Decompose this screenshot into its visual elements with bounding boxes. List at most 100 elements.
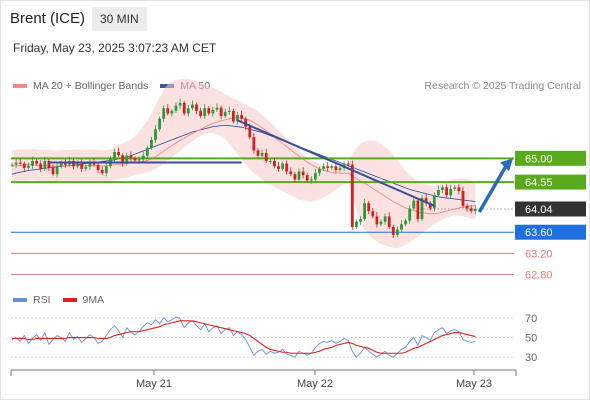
- candle-body: [473, 209, 477, 212]
- candle-body: [297, 171, 301, 180]
- level-label-4: 63.20: [525, 248, 553, 260]
- candle-body: [240, 115, 243, 119]
- legend-rsi-label: RSI: [33, 294, 51, 306]
- candle-body: [437, 190, 440, 196]
- candle-body: [252, 137, 256, 151]
- candle-body: [117, 152, 120, 156]
- legend-9ma: 9MA: [62, 294, 105, 306]
- candle-body: [129, 155, 133, 159]
- candle-body: [72, 160, 75, 167]
- legend-rsi: RSI: [13, 294, 51, 306]
- x-tick-label-2: May 23: [456, 378, 492, 390]
- candle-body: [260, 153, 264, 156]
- candle-body: [281, 163, 284, 169]
- candle-body: [416, 200, 420, 220]
- candle-body: [125, 155, 129, 164]
- candle-body: [285, 163, 289, 172]
- level-label-5: 62.80: [525, 269, 553, 281]
- legend-ma20-label: MA 20 + Bollinger Bands: [33, 80, 149, 92]
- level-tag-0: [515, 150, 586, 166]
- candle-body: [432, 195, 436, 209]
- candle-body: [137, 159, 141, 161]
- candle-body: [154, 129, 157, 140]
- candle-body: [158, 118, 161, 130]
- trendline-0: [237, 119, 435, 207]
- rsi-swatch-icon: [13, 298, 27, 302]
- candle-body: [309, 179, 313, 181]
- candle-body: [80, 163, 84, 169]
- candle-body: [150, 139, 153, 148]
- candle-body: [174, 105, 178, 111]
- candle-body: [27, 165, 30, 168]
- candle-body: [170, 110, 174, 114]
- level-tag-1: [515, 174, 586, 190]
- candle-body: [428, 203, 432, 209]
- candle-body: [404, 220, 407, 225]
- x-tick-label-1: May 22: [297, 378, 333, 390]
- candle-body: [400, 224, 403, 230]
- candle-body: [113, 152, 116, 159]
- candle-body: [314, 173, 317, 180]
- candle-body: [305, 175, 309, 181]
- candle-body: [191, 104, 194, 109]
- candle-body: [182, 102, 186, 114]
- candle-body: [22, 163, 26, 168]
- candle-body: [14, 162, 18, 165]
- candle-body: [55, 166, 59, 175]
- candle-body: [256, 150, 260, 156]
- candle-body: [63, 162, 67, 165]
- candle-body: [359, 219, 362, 222]
- candle-body: [88, 162, 92, 167]
- candle-body: [350, 164, 354, 227]
- candle-body: [121, 155, 125, 164]
- candle-body: [293, 174, 297, 180]
- candle-body: [363, 203, 366, 220]
- candle-body: [96, 164, 100, 170]
- candle-body: [375, 216, 379, 225]
- candle-body: [367, 203, 371, 212]
- candle-body: [334, 166, 338, 170]
- candle-body: [457, 187, 461, 192]
- candle-body: [215, 107, 219, 110]
- candle-body: [412, 200, 416, 209]
- candle-body: [195, 104, 198, 111]
- candle-body: [133, 158, 137, 161]
- candle-body: [39, 163, 43, 169]
- legend-9ma-label: 9MA: [82, 294, 105, 306]
- candle-body: [469, 208, 473, 212]
- candle-body: [219, 107, 223, 117]
- candle-body: [207, 108, 211, 114]
- candle-body: [232, 110, 235, 122]
- x-tick-label-0: May 21: [136, 378, 172, 390]
- candle-body: [166, 108, 170, 114]
- level-label-1: 64.55: [525, 177, 553, 189]
- candle-body: [10, 164, 14, 166]
- candle-body: [248, 126, 252, 138]
- candle-body: [141, 155, 145, 160]
- candle-body: [100, 169, 104, 174]
- forecast-arrow-shaft: [477, 163, 509, 213]
- candle-body: [441, 187, 444, 190]
- rsi-series-1: [12, 320, 476, 354]
- candle-body: [330, 166, 334, 168]
- candle-body: [445, 187, 448, 196]
- candle-body: [322, 166, 325, 169]
- candle-body: [18, 162, 22, 164]
- candle-body: [162, 108, 166, 119]
- rsi-tick-label-2: 30: [525, 352, 537, 364]
- candle-body: [199, 110, 202, 117]
- candle-body: [387, 216, 391, 227]
- candle-body: [326, 166, 330, 168]
- timeframe-button[interactable]: 30 MIN: [92, 7, 147, 31]
- candle-body: [223, 111, 227, 117]
- bollinger-band: [12, 79, 476, 249]
- candle-body: [59, 162, 63, 167]
- candle-body: [420, 197, 424, 220]
- candle-body: [268, 160, 272, 162]
- level-tag-3: [515, 224, 586, 240]
- candle-body: [104, 166, 108, 174]
- rsi-tick-label-0: 70: [525, 313, 537, 325]
- timestamp: Friday, May 23, 2025 3:07:23 AM CET: [13, 41, 217, 55]
- candle-body: [244, 118, 248, 127]
